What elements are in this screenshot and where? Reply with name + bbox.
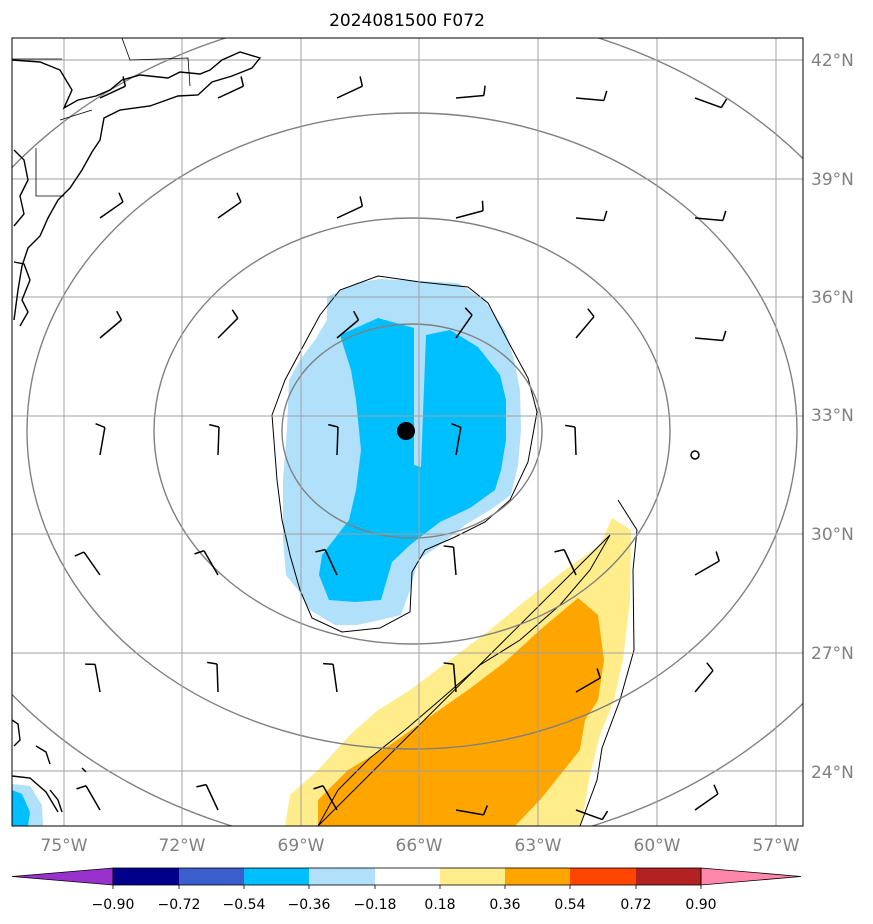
wind-barb — [451, 423, 462, 456]
wind-barb — [99, 310, 123, 339]
colorbar-tick-label: 0.72 — [620, 897, 651, 913]
storm-center-marker — [397, 422, 415, 440]
colorbar-tick-labels: −0.90 −0.72 −0.54 −0.36 −0.18 0.18 0.36 … — [92, 897, 717, 913]
x-tick-label: 69°W — [278, 836, 325, 856]
colorbar-segment — [309, 868, 375, 885]
colorbar-extend-max — [700, 867, 802, 886]
range-ring-3 — [26, 112, 798, 750]
y-tick-label: 30°N — [811, 525, 854, 545]
wind-barb — [443, 545, 457, 576]
wind-barb — [694, 97, 728, 109]
colorbar-segment — [113, 868, 179, 885]
y-tick-label: 39°N — [811, 170, 854, 190]
colorbar-tick-label: −0.90 — [92, 897, 135, 913]
wind-barb — [207, 661, 219, 693]
x-tick-label: 72°W — [159, 836, 206, 856]
wind-barb — [694, 330, 727, 342]
wind-barb — [209, 423, 220, 456]
x-tick-labels: 75°W 72°W 69°W 66°W 63°W 60°W 57°W — [41, 836, 800, 856]
wind-barb — [694, 784, 719, 811]
wind-barb — [554, 548, 577, 576]
y-tick-label: 27°N — [811, 644, 854, 664]
colorbar-segment — [636, 868, 701, 885]
wind-barb — [443, 662, 457, 693]
gridlines — [12, 38, 803, 826]
wind-barb — [336, 196, 364, 219]
wind-barb — [575, 308, 595, 339]
wind-barb — [217, 76, 245, 99]
wind-barb — [315, 548, 338, 576]
wind-barb — [85, 663, 101, 693]
wind-barb — [313, 785, 338, 811]
y-tick-label: 36°N — [811, 288, 854, 308]
wind-barb — [455, 200, 484, 219]
wind-barb — [694, 662, 714, 693]
x-tick-label: 57°W — [753, 836, 800, 856]
colorbar-tick-label: 0.18 — [424, 897, 455, 913]
wind-barb — [336, 76, 364, 99]
colorbar-segment — [375, 868, 440, 885]
colorbar-outline — [112, 867, 702, 886]
wind-barb — [455, 307, 473, 339]
wind-barb — [694, 551, 720, 576]
wind-barb — [694, 210, 727, 222]
map-panel — [12, 38, 803, 826]
wind-barb — [196, 783, 219, 811]
state-borders — [12, 38, 191, 197]
x-tick-label: 66°W — [396, 836, 443, 856]
colorbar-tick-label: −0.54 — [223, 897, 266, 913]
wind-barb — [565, 424, 577, 456]
range-ring-1 — [281, 323, 543, 539]
range-ring-2 — [153, 217, 671, 645]
wind-barb — [328, 423, 339, 456]
wind-barb — [74, 551, 101, 576]
y-tick-label: 24°N — [811, 763, 854, 783]
wind-barb — [194, 550, 219, 576]
wind-barb — [575, 90, 608, 102]
chart-title: 2024081500 F072 — [329, 11, 485, 31]
calm-wind-marker — [690, 450, 700, 460]
wind-barb — [323, 662, 338, 693]
colorbar-tick-label: −0.18 — [354, 897, 397, 913]
colorbar-segment — [440, 868, 505, 885]
colorbar — [11, 867, 802, 889]
colorbar-tick-label: 0.54 — [554, 897, 585, 913]
fill-corner-core — [12, 790, 30, 826]
wind-barb — [575, 210, 608, 222]
y-tick-label: 33°N — [811, 406, 854, 426]
x-tick-label: 63°W — [515, 836, 562, 856]
colorbar-tick-label: 0.36 — [489, 897, 520, 913]
wind-barb — [455, 85, 486, 99]
range-rings — [12, 38, 803, 826]
x-tick-label: 75°W — [41, 836, 88, 856]
wind-barb — [95, 423, 106, 456]
colorbar-tick-label: −0.36 — [288, 897, 331, 913]
colorbar-extend-min — [11, 867, 114, 886]
x-tick-label: 60°W — [634, 836, 681, 856]
coastline — [12, 51, 262, 813]
wind-barbs — [74, 76, 728, 821]
y-tick-label: 42°N — [811, 51, 854, 71]
wind-barb — [575, 668, 601, 693]
colorbar-tick-label: 0.90 — [685, 897, 716, 913]
wind-barb — [455, 805, 488, 816]
colorbar-segment — [179, 868, 244, 885]
wind-barb — [99, 192, 124, 219]
wind-barb — [217, 309, 239, 339]
wind-barb — [575, 809, 609, 821]
colorbar-tick-label: −0.72 — [158, 897, 201, 913]
colorbar-segment — [244, 868, 309, 885]
wind-barb — [336, 310, 360, 339]
wind-barb — [76, 785, 101, 811]
wind-barb — [99, 76, 127, 99]
fill-pos-036 — [318, 598, 604, 826]
colorbar-segment — [570, 868, 636, 885]
y-tick-labels: 24°N 27°N 30°N 33°N 36°N 39°N 42°N — [811, 51, 854, 783]
colorbar-segment — [505, 868, 570, 885]
map-frame — [11, 37, 804, 827]
wind-barb — [217, 192, 242, 219]
contour-line-neg — [271, 275, 538, 633]
